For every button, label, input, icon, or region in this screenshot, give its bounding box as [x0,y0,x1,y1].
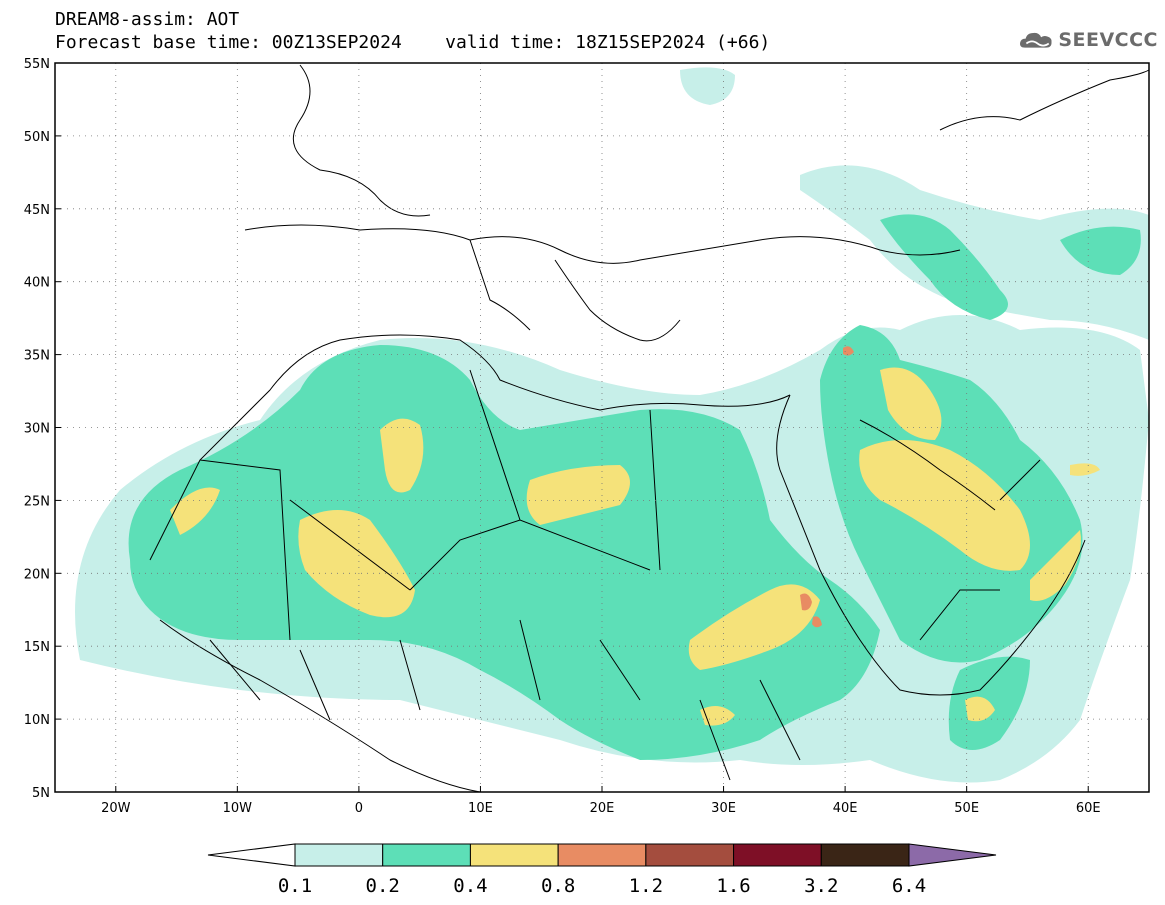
lat-tick-label: 30N [24,422,50,437]
logo-text: SEEVCCC [1058,29,1158,51]
lon-tick-label: 10W [223,801,253,816]
lat-tick-label: 55N [24,57,50,72]
lon-tick-label: 10E [468,801,493,816]
latitude-axis: 55N 50N 45N 40N 35N 30N 25N 20N 15N 10N 5N [24,57,61,801]
lat-tick-label: 5N [32,786,50,801]
map-gridlines [55,63,1149,792]
colorbar-over-triangle [908,843,997,867]
lon-tick-label: 30E [711,801,736,816]
map-plot-area [54,62,1150,793]
colorbar-under-triangle [207,843,296,867]
lon-tick-label: 0 [355,801,363,816]
lat-tick-label: 35N [24,349,50,364]
colorbar-box [820,843,910,867]
colorbar-box [645,843,735,867]
colorbar-label: 6.4 [892,875,926,897]
aot-field-0-4 [170,367,1100,726]
lon-tick-label: 40E [833,801,858,816]
lat-tick-label: 40N [24,276,50,291]
colorbar-label: 0.2 [366,875,400,897]
colorbar-box [294,843,384,867]
lat-tick-label: 25N [24,494,50,509]
lat-tick-label: 10N [24,713,50,728]
lon-tick-label: 60E [1076,801,1101,816]
colorbar-label: 1.6 [716,875,750,897]
colorbar-label: 1.2 [629,875,663,897]
coastlines [149,64,1150,793]
aot-field-0-8 [800,346,854,628]
forecast-time-subtitle: Forecast base time: 00Z13SEP2024 valid t… [55,32,771,53]
colorbar-labels: 0.1 0.2 0.4 0.8 1.2 1.6 3.2 6.4 [278,875,926,897]
colorbar-label: 0.4 [453,875,487,897]
colorbar-label: 0.1 [278,875,312,897]
longitude-axis: 20W 10W 0 10E 20E 30E 40E 50E 60E [101,786,1101,816]
lat-tick-label: 45N [24,203,50,218]
cloud-icon [1020,32,1052,48]
lat-tick-label: 20N [24,567,50,582]
lon-tick-label: 50E [954,801,979,816]
colorbar-label: 0.8 [541,875,575,897]
colorbar-boxes [207,843,997,867]
lat-tick-label: 15N [24,640,50,655]
colorbar-label: 3.2 [804,875,838,897]
colorbar-box [557,843,647,867]
seevccc-logo: SEEVCCC [1018,22,1158,58]
lat-tick-label: 50N [24,130,50,145]
colorbar-box [469,843,559,867]
map-title: DREAM8-assim: AOT [55,9,240,30]
lon-tick-label: 20W [101,801,131,816]
lon-tick-label: 20E [590,801,615,816]
colorbar-box [382,843,471,867]
colorbar-box [733,843,822,867]
